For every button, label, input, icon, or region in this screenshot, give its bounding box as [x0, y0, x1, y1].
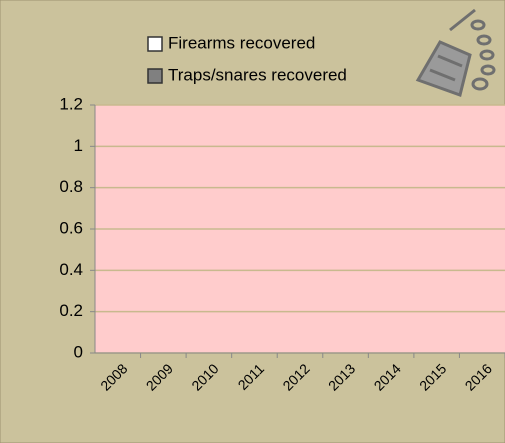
y-tick-label: 0: [74, 342, 83, 361]
y-tick-label: 0.8: [59, 177, 83, 196]
y-tick-label: 0.6: [59, 218, 83, 237]
legend-swatch: [147, 68, 163, 84]
trap-icon: [415, 8, 496, 97]
y-tick-label: 1.2: [59, 94, 83, 113]
y-tick-label: 0.4: [59, 260, 83, 279]
y-tick-label: 0.2: [59, 301, 83, 320]
legend-label: Firearms recovered: [168, 33, 315, 52]
y-tick-label: 1: [74, 136, 83, 155]
legend-swatch: [147, 36, 163, 52]
legend-label: Traps/snares recovered: [168, 65, 347, 84]
